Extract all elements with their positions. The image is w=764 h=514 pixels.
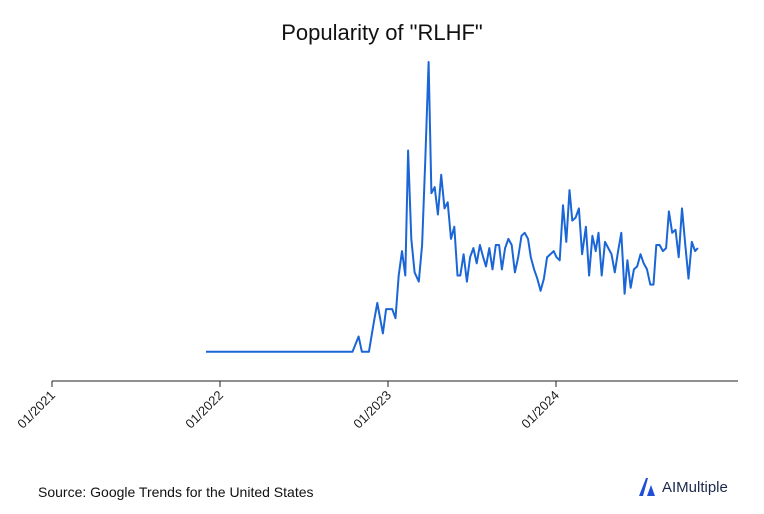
brand-name: AIMultiple: [662, 478, 728, 496]
x-tick-label: 01/2021: [14, 388, 58, 432]
series-line: [206, 61, 699, 353]
x-tick-label: 01/2024: [518, 388, 562, 432]
x-tick-label: 01/2023: [350, 388, 394, 432]
brand: AIMultiple: [638, 477, 728, 497]
x-ticks: 01/2021 01/2022 01/2023 01/2024: [14, 381, 562, 431]
aimultiple-logo-icon: [639, 478, 655, 496]
source-note: Source: Google Trends for the United Sta…: [38, 484, 314, 500]
x-tick-label: 01/2022: [182, 388, 226, 432]
chart-title: Popularity of "RLHF": [281, 20, 483, 45]
